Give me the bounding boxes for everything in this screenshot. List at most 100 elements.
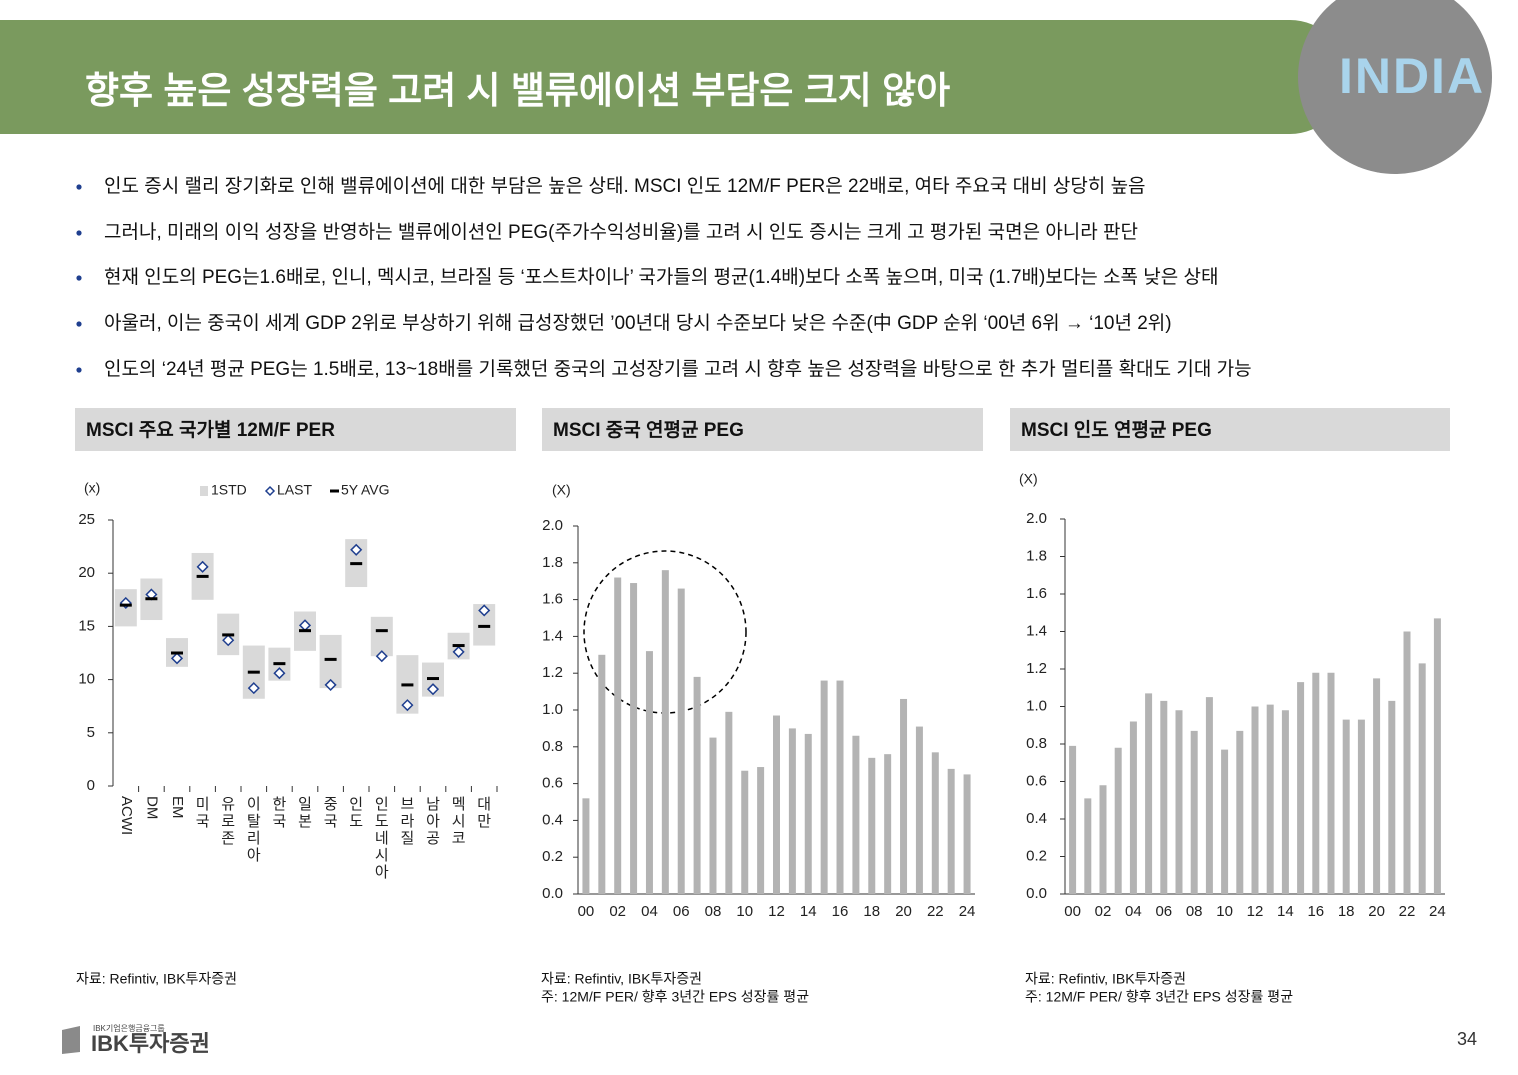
bar (598, 654, 606, 894)
x-tick-label: 02 (609, 903, 626, 920)
page-number: 34 (1457, 1029, 1477, 1049)
x-tick-label: 20 (1368, 903, 1385, 920)
y-tick-label: 25 (78, 511, 95, 528)
avg-marker (375, 629, 388, 633)
bar (693, 676, 701, 894)
y-tick-label: 1.0 (542, 701, 563, 718)
x-tick-label: 04 (1125, 903, 1142, 920)
y-tick-label: 0.6 (542, 775, 563, 792)
last-marker (478, 604, 491, 617)
chart-title: MSCI 중국 연평균 PEG (553, 419, 744, 441)
x-tick-label: 14 (1277, 903, 1294, 920)
bar (868, 757, 876, 894)
bar (804, 733, 812, 894)
bar (1145, 693, 1153, 894)
bar (1190, 730, 1198, 894)
y-tick-label: 0.4 (1026, 810, 1047, 827)
bar (963, 774, 971, 894)
x-tick-label: 20 (895, 903, 912, 920)
avg-marker (427, 677, 439, 681)
panel-header (1010, 408, 1450, 451)
last-marker (426, 683, 440, 696)
y-tick-label: 0.0 (542, 885, 563, 902)
bar (947, 768, 955, 894)
source: 자료: Refintiv, IBK투자증권 (541, 971, 702, 987)
y-tick-label: 0.8 (542, 738, 563, 755)
x-tick-label: 08 (705, 903, 722, 920)
y-tick-label: 0 (87, 777, 95, 794)
bar (757, 767, 765, 894)
y-tick-label: 1.6 (1026, 585, 1047, 602)
bar (725, 711, 733, 894)
bar (1388, 700, 1396, 894)
x-tick-label: 02 (1095, 903, 1112, 920)
y-tick-label: 2.0 (542, 517, 563, 534)
source: 자료: Refintiv, IBK투자증권 (1025, 971, 1186, 987)
x-tick-label: 06 (1155, 903, 1172, 920)
legend-label: 5Y AVG (341, 482, 390, 498)
bar (852, 735, 860, 894)
y-tick-label: 1.4 (542, 627, 563, 644)
logo-text: IBK투자증권 (91, 1031, 210, 1056)
avg-marker (299, 629, 311, 633)
y-axis-label: (x) (84, 480, 100, 496)
bar (661, 570, 669, 894)
y-tick-label: 0.8 (1026, 735, 1047, 752)
x-tick-label: 12 (768, 903, 785, 920)
bar (645, 651, 653, 894)
y-tick-label: 1.6 (542, 591, 563, 608)
bar (884, 754, 892, 894)
bar (1357, 719, 1365, 894)
bullet-text: 현재 인도의 PEG는1.6배로, 인니, 멕시코, 브라질 등 ‘포스트차이나… (104, 266, 1219, 288)
bar (1266, 704, 1274, 894)
x-tick-label: 00 (1064, 903, 1081, 920)
source: 자료: Refintiv, IBK투자증권 (76, 971, 237, 987)
logo-group: IBK기업은행금융그룹 (93, 1023, 165, 1033)
bar (582, 798, 590, 894)
bar (1175, 710, 1183, 894)
avg-marker (350, 562, 363, 566)
avg-marker (401, 683, 414, 687)
x-tick-label: DM (143, 796, 160, 819)
x-tick-label: 16 (1307, 903, 1324, 920)
avg-marker (247, 670, 260, 674)
x-tick-label: 10 (1216, 903, 1233, 920)
bar (773, 715, 780, 894)
chart-title: MSCI 인도 연평균 PEG (1021, 419, 1212, 441)
std-range (473, 604, 496, 646)
y-tick-label: 1.2 (542, 664, 563, 681)
avg-marker (196, 574, 209, 578)
avg-marker (273, 662, 286, 666)
legend-swatch (200, 486, 208, 496)
y-tick-label: 10 (78, 671, 95, 688)
last-marker (452, 645, 465, 658)
bullet-dot (76, 367, 82, 373)
bar (741, 770, 749, 894)
x-tick-label: ACWI (118, 796, 135, 835)
last-marker (375, 650, 388, 663)
last-marker (350, 543, 363, 556)
y-tick-label: 0.6 (1026, 772, 1047, 789)
bar (1084, 798, 1092, 894)
bullet-text: 인도의 ‘24년 평균 PEG는 1.5배로, 13~18배를 기록했던 중국의… (104, 358, 1252, 380)
x-tick-label: 08 (1186, 903, 1203, 920)
y-tick-label: 0.2 (542, 848, 563, 865)
x-tick-label: 14 (800, 903, 817, 920)
x-tick-label: 24 (1429, 903, 1446, 920)
bullet-dot (76, 321, 82, 327)
y-tick-label: 5 (87, 724, 95, 741)
x-tick-label: EM (169, 796, 186, 819)
avg-marker (452, 644, 465, 648)
bar (1099, 785, 1107, 894)
last-marker (324, 678, 337, 691)
bullet-dot (76, 184, 82, 190)
bullet-dot (76, 230, 82, 236)
bar (1312, 672, 1320, 894)
